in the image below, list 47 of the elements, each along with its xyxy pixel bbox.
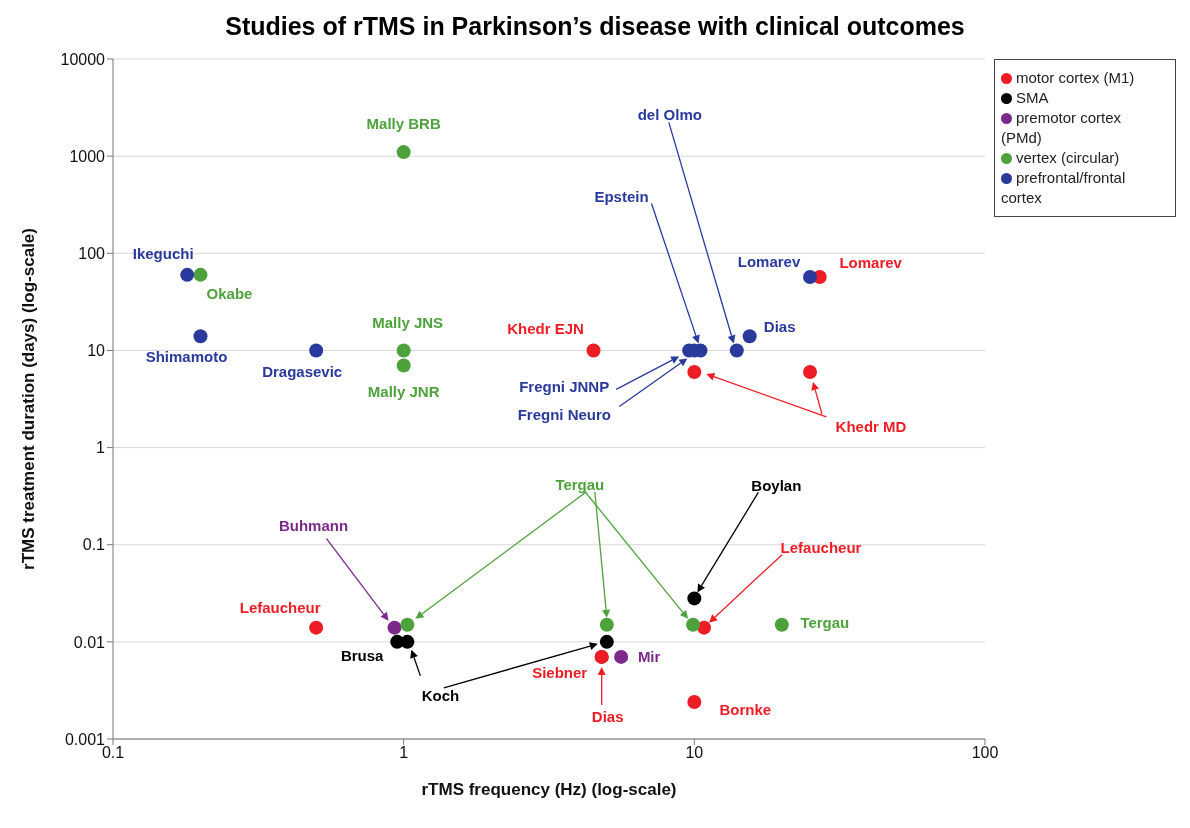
y-tick-label: 1000 [69, 147, 106, 165]
legend-label: premotor cortex (PMd) [1001, 109, 1122, 146]
data-label: Dragasevic [262, 362, 343, 380]
data-label: Fregni JNNP [519, 377, 610, 395]
annotation: Boylan [751, 476, 802, 494]
x-tick-label: 100 [971, 744, 999, 762]
data-label: Ikeguchi [132, 245, 194, 263]
data-label: Khedr EJN [507, 319, 584, 337]
data-label: Brusa [340, 647, 385, 665]
legend-label: SMA [1016, 89, 1049, 106]
y-tick-label: 0.1 [82, 536, 106, 554]
data-label: Buhmann [278, 517, 349, 535]
legend-label: vertex (circular) [1016, 149, 1120, 166]
data-label: Tergau [800, 614, 850, 632]
data-label: Fregni Neuro [517, 405, 612, 423]
y-tick-label: 1 [96, 439, 106, 457]
data-label: Mir [637, 648, 661, 666]
data-label: Lomarev [839, 253, 903, 271]
x-tick-label: 10 [685, 744, 704, 762]
data-label: Dias [763, 317, 796, 335]
annotation: del Olmo [637, 105, 702, 123]
data-label: Lefaucheur [239, 599, 321, 617]
data-label: Dias [591, 708, 624, 726]
x-axis-title: rTMS frequency (Hz) (log-scale) [421, 780, 677, 799]
x-tick-label: 1 [399, 744, 409, 762]
data-label: Mally JNR [367, 382, 440, 400]
y-tick-label: 100 [78, 244, 106, 262]
y-tick-label: 10 [87, 342, 106, 360]
data-label: Shimamoto [145, 347, 228, 365]
x-tick-label: 0.1 [101, 744, 125, 762]
y-tick-label: 10000 [60, 50, 106, 68]
annotation: Tergau [555, 476, 605, 494]
legend-label: motor cortex (M1) [1016, 69, 1135, 86]
annotation: Epstein [594, 187, 649, 205]
data-label: Khedr MD [835, 418, 907, 436]
y-axis-title: rTMS treatment duration (days) (log-scale) [19, 228, 39, 570]
data-label: Okabe [206, 285, 253, 303]
data-label: Bornke [719, 700, 772, 718]
y-tick-label: 0.01 [73, 633, 106, 651]
data-label: Siebner [532, 664, 588, 682]
data-label: Mally JNS [372, 313, 444, 331]
data-label: Mally BRB [366, 114, 441, 132]
legend-label: prefrontal/frontal cortex [1001, 169, 1126, 206]
chart-title: Studies of rTMS in Parkinson’s disease with clinical outcomes [224, 11, 966, 42]
data-label: Lomarev [737, 252, 801, 270]
data-label: Koch [421, 687, 460, 705]
annotation: Lefaucheur [780, 539, 862, 557]
